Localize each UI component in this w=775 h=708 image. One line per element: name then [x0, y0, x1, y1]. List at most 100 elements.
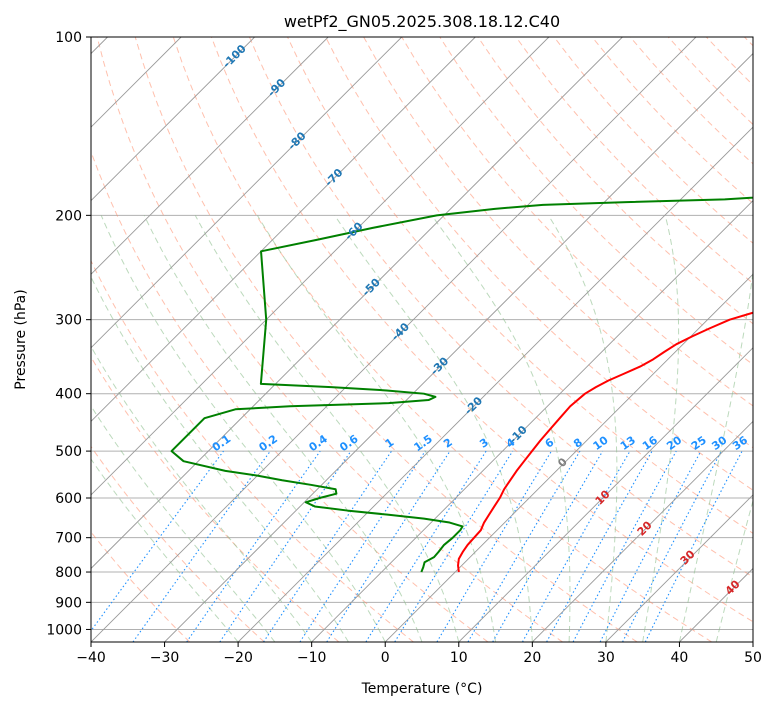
y-tick-label: 100 [55, 30, 82, 46]
isotherm-line [91, 37, 623, 570]
dry-adiabats [91, 37, 753, 642]
dry-adiabat-line [96, 37, 563, 642]
x-tick-label: 10 [450, 650, 468, 666]
isotherm-line [91, 37, 550, 496]
mixing-ratio-label: 20 [664, 433, 684, 453]
moist-adiabat-line [678, 268, 753, 642]
isotherm-line [311, 200, 753, 642]
moist-adiabat-line [91, 458, 239, 642]
mixing-ratio-line [546, 450, 653, 642]
y-tick-label: 1000 [46, 622, 82, 638]
y-tick-label: 700 [55, 531, 82, 547]
x-tick-label: −20 [223, 650, 253, 666]
dry-adiabat-line [91, 259, 414, 642]
moist-adiabats [91, 215, 753, 642]
isotherm-label: -20 [462, 394, 485, 417]
y-tick-label: 500 [55, 444, 82, 460]
plot-area: -100-90-80-70-60-50-40-30-20-100.1 0.2 0.4… [91, 37, 753, 642]
mixing-ratio-line [326, 450, 451, 642]
dry-adiabat-line [172, 37, 713, 642]
dry-adiabat-line [91, 356, 340, 642]
isotherm-label: -90 [265, 76, 288, 99]
isotherm-label: -100 [220, 42, 249, 71]
mixing-ratio-line [132, 450, 271, 642]
mixing-ratio-lines [91, 450, 743, 642]
wet-bulb-label: 30 [678, 547, 698, 567]
x-tick-label: −30 [150, 650, 180, 666]
y-tick-label: 600 [55, 491, 82, 507]
mixing-ratio-line [467, 450, 581, 642]
dry-adiabat-line [744, 37, 753, 47]
mixing-ratio-line [572, 450, 677, 642]
isotherm-grid [91, 37, 753, 642]
x-tick-label: 30 [597, 650, 615, 666]
isotherm-line [237, 126, 753, 642]
isotherm-line [605, 494, 753, 642]
mixing-ratio-line [219, 450, 352, 642]
mixing-ratio-label: 1 [383, 436, 397, 451]
x-tick-label: −40 [76, 650, 106, 666]
mixing-ratio-label: 36 [730, 433, 750, 453]
dry-adiabat-line [91, 445, 265, 642]
y-tick-label: 800 [55, 565, 82, 581]
isotherm-label: -60 [342, 219, 365, 242]
isotherm-line [91, 37, 403, 349]
mixing-ratio-line [186, 450, 321, 642]
moist-adiabat-line [91, 405, 276, 642]
mixing-ratio-line [299, 450, 426, 642]
isotherm-label: -70 [322, 166, 345, 189]
dry-adiabat-line [248, 37, 753, 578]
dry-adiabat-line [134, 37, 638, 642]
isotherm-line [384, 273, 753, 642]
chart-title: wetPf2_GN05.2025.308.18.12.C40 [284, 12, 560, 32]
mixing-ratio-label: 13 [618, 434, 638, 453]
mixing-ratio-label: 16 [640, 433, 660, 453]
y-axis-title: Pressure (hPa) [13, 289, 29, 389]
y-tick-label: 900 [55, 595, 82, 611]
isotherm-label: -30 [428, 354, 451, 377]
x-tick-label: −10 [297, 650, 327, 666]
temperature-line [457, 311, 753, 573]
isotherm-line [164, 52, 753, 642]
moist-adiabat-line [194, 215, 460, 642]
moist-adiabat-line [548, 215, 618, 642]
plot-frame [90, 36, 754, 643]
dry-adiabat-line [210, 37, 753, 623]
isotherm-label: -40 [389, 320, 412, 343]
isotherm-line [532, 420, 753, 642]
wet-bulb-label: 0 [555, 455, 570, 470]
mixing-ratio-line [521, 450, 631, 642]
y-tick-label: 200 [55, 208, 82, 224]
dry-adiabat-line [91, 150, 489, 642]
x-axis-title: Temperature (°C) [361, 681, 483, 697]
wet-bulb-label: 40 [723, 577, 743, 597]
mixing-ratio-line [91, 450, 224, 632]
mixing-ratio-line [365, 450, 487, 642]
mixing-ratio-label: 25 [689, 434, 709, 453]
isotherm-line [752, 641, 753, 642]
mixing-ratio-line [599, 450, 702, 642]
y-tick-label: 400 [55, 387, 82, 403]
dry-adiabat-line [515, 37, 753, 284]
isotherm-line [91, 37, 697, 642]
moist-adiabat-line [143, 215, 423, 642]
isotherm-line [458, 347, 753, 642]
dry-adiabat-line [553, 37, 753, 244]
dewpoint-line [170, 196, 753, 573]
x-tick-label: 0 [381, 650, 390, 666]
moist-adiabat-line [100, 215, 386, 642]
moist-adiabat-line [334, 215, 533, 642]
moist-adiabat-line [431, 215, 571, 642]
y-tick-label: 300 [55, 313, 82, 329]
moist-adiabat-line [91, 345, 313, 642]
isotherm-line [91, 37, 255, 202]
moist-adiabat-line [642, 215, 680, 642]
mixing-ratio-line [644, 450, 743, 642]
mixing-ratio-label: 30 [709, 433, 729, 453]
mixing-ratio-line [394, 450, 514, 642]
dry-adiabat-line [287, 37, 753, 534]
isotherm-line [91, 37, 476, 422]
isotherm-line [91, 37, 329, 275]
mixing-ratio-label: 10 [591, 433, 611, 453]
